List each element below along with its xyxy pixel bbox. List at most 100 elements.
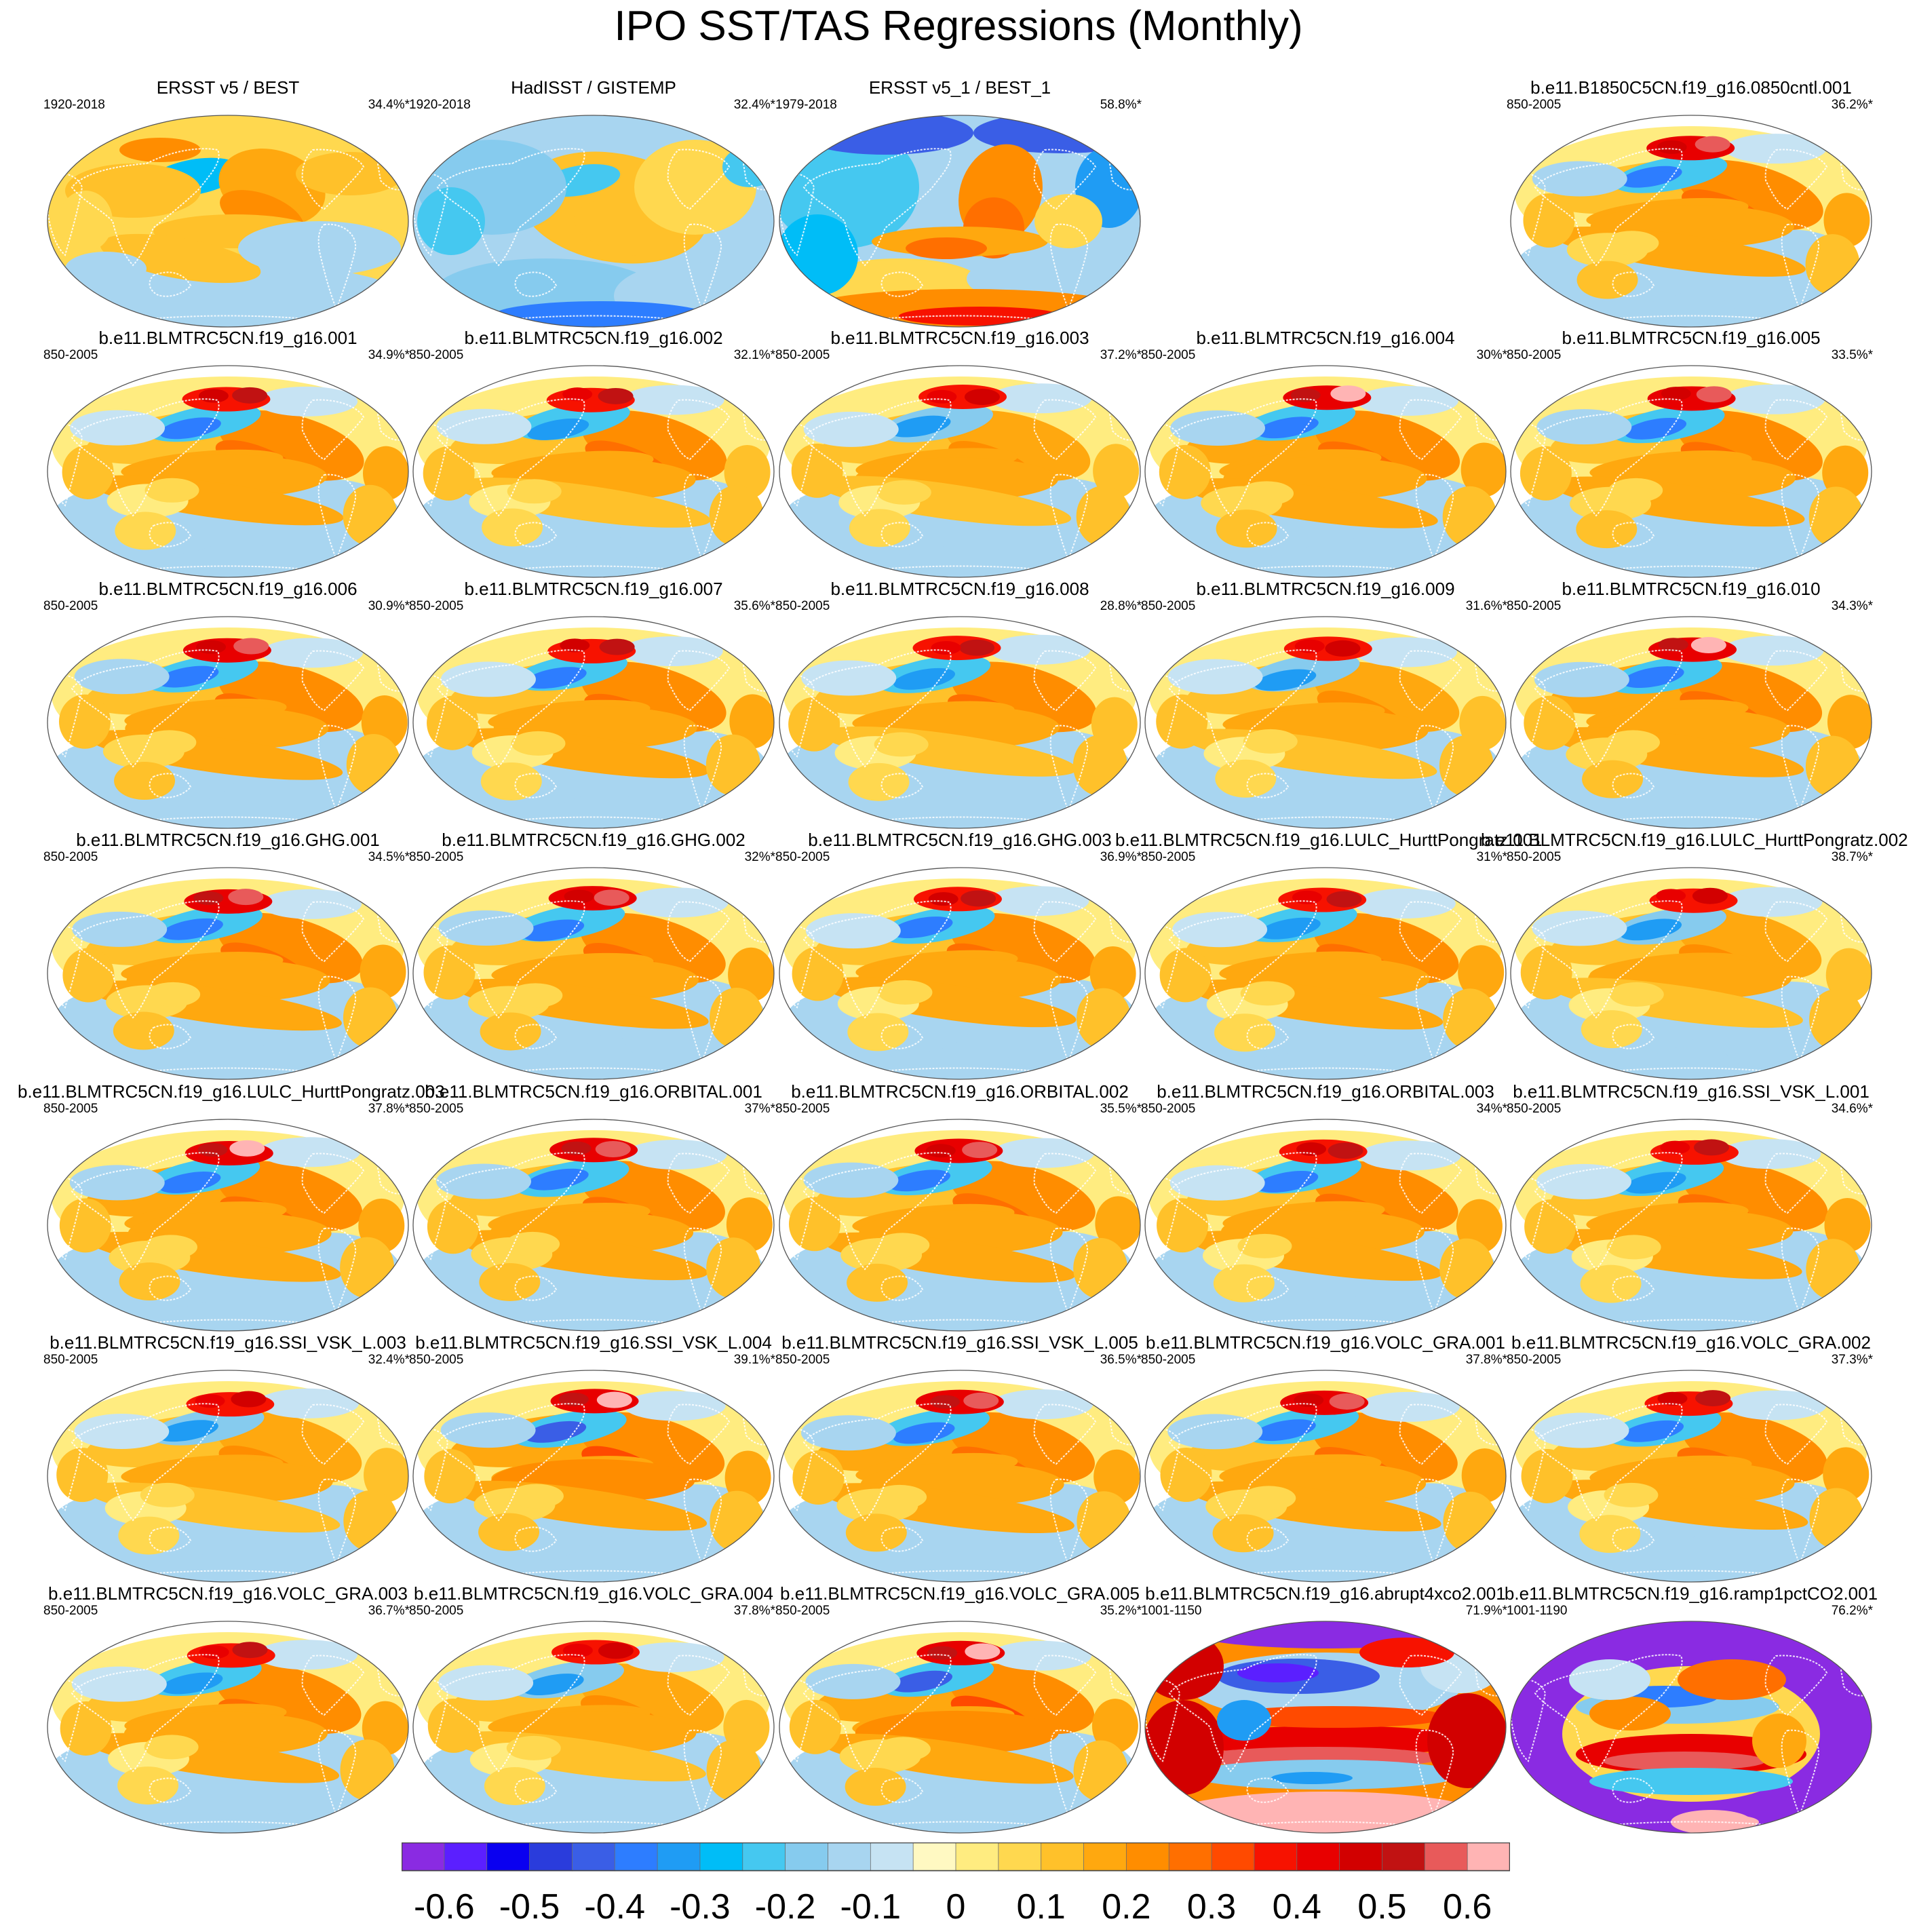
coastline xyxy=(1764,1655,1828,1716)
map-svg xyxy=(47,1621,409,1834)
contour-blob xyxy=(1256,1170,1319,1193)
coastline xyxy=(413,1427,449,1511)
panel-title: b.e11.BLMTRC5CN.f19_g16.GHG.001 xyxy=(76,830,380,850)
colorbar-tick-label: 0.4 xyxy=(1273,1887,1321,1927)
map-svg xyxy=(412,1119,775,1332)
panel-period: 850-2005 xyxy=(409,348,464,362)
contour-blob xyxy=(1624,1172,1686,1194)
contour-blob xyxy=(1690,637,1726,654)
map-border xyxy=(47,365,409,578)
contour-blob xyxy=(1678,1659,1786,1700)
contour-blob xyxy=(1724,1390,1827,1421)
coastline xyxy=(1612,1024,1655,1049)
map-border xyxy=(779,115,1141,328)
map-svg xyxy=(47,365,409,578)
contour-blob xyxy=(789,1699,841,1754)
contour-blob xyxy=(561,1141,592,1155)
coastline xyxy=(47,1176,83,1260)
contour-blob xyxy=(142,730,197,755)
panel-title: b.e11.BLMTRC5CN.f19_g16.ORBITAL.003 xyxy=(1157,1081,1494,1102)
contour-blob xyxy=(1724,134,1827,164)
contour-blob xyxy=(594,889,630,906)
coastline xyxy=(802,398,952,517)
coastline xyxy=(1511,1176,1547,1260)
contour-blob xyxy=(69,1165,165,1201)
panel-title: b.e11.BLMTRC5CN.f19_g16.SSI_VSK_L.004 xyxy=(415,1332,772,1353)
coastline xyxy=(1764,149,1828,210)
contour-blob xyxy=(792,946,844,1001)
coastline xyxy=(1246,1275,1290,1301)
panel-title: b.e11.BLMTRC5CN.f19_g16.VOLC_GRA.001 xyxy=(1146,1332,1505,1353)
contour-blob xyxy=(1589,1697,1671,1731)
contour-blob xyxy=(927,389,957,404)
panel-period: 1001-1190 xyxy=(1507,1604,1568,1618)
contour-blob xyxy=(1329,1393,1365,1410)
coastline xyxy=(1612,773,1655,798)
contour-blob xyxy=(1237,1233,1292,1258)
contour-blob xyxy=(621,636,723,667)
contour-blob xyxy=(1145,1700,1224,1795)
coastline xyxy=(353,125,395,144)
contour-blob xyxy=(987,886,1089,916)
map-border xyxy=(47,1370,409,1583)
contour-blob xyxy=(1093,444,1140,499)
coastline xyxy=(1534,900,1683,1019)
coastline xyxy=(149,773,192,798)
map-border xyxy=(779,616,1141,829)
coastline xyxy=(1145,1678,1181,1762)
contour-blob xyxy=(1580,1264,1642,1303)
map-svg xyxy=(412,867,775,1080)
contour-blob xyxy=(1720,887,1823,917)
contour-blob xyxy=(1805,234,1860,296)
contour-blob xyxy=(1608,478,1663,503)
panel-title: b.e11.BLMTRC5CN.f19_g16.010 xyxy=(1562,579,1821,599)
contour-blob xyxy=(1609,982,1664,1007)
contour-blob xyxy=(146,982,201,1007)
contour-blob xyxy=(1579,1515,1641,1553)
contour-blob xyxy=(527,419,589,440)
map-svg xyxy=(1144,1370,1507,1583)
panel-title: b.e11.BLMTRC5CN.f19_g16.GHG.002 xyxy=(442,830,746,850)
coastline xyxy=(1145,673,1181,758)
map-field xyxy=(413,1631,774,1833)
contour-blob xyxy=(1169,1165,1265,1201)
contour-blob xyxy=(1620,919,1682,941)
contour-blob xyxy=(792,1450,845,1505)
contour-blob xyxy=(1576,510,1638,549)
coastline xyxy=(1085,125,1127,144)
coastline xyxy=(779,172,815,256)
contour-blob xyxy=(1292,890,1322,904)
coastline xyxy=(1450,1631,1493,1650)
contour-blob xyxy=(1072,735,1127,796)
coastline xyxy=(413,1176,449,1260)
contour-blob xyxy=(480,1012,541,1051)
colorbar-cell xyxy=(1382,1842,1426,1872)
contour-blob xyxy=(845,1513,907,1552)
coastline xyxy=(1511,172,1547,256)
contour-blob xyxy=(56,1448,109,1503)
contour-blob xyxy=(990,383,1092,414)
map-panel: b.e11.BLMTRC5CN.f19_g16.LULC_HurttPongra… xyxy=(1115,830,1543,1082)
contour-blob xyxy=(1215,759,1277,798)
coastline xyxy=(1764,399,1828,461)
coastline xyxy=(71,148,220,267)
coastline xyxy=(1450,375,1493,395)
map-field xyxy=(413,375,774,577)
coastline xyxy=(301,1655,365,1716)
coastline xyxy=(779,924,815,1009)
contour-blob xyxy=(1167,659,1263,695)
map-field xyxy=(1145,877,1506,1079)
colorbar-tick-label: 0.1 xyxy=(1017,1887,1066,1927)
contour-blob xyxy=(119,138,201,162)
panel-title: b.e11.BLMTRC5CN.f19_g16.005 xyxy=(1562,328,1821,348)
map-panel: HadISST / GISTEMP 1920-2018 32.4%* xyxy=(409,77,777,330)
map-svg xyxy=(1510,1370,1872,1583)
colorbar-cell xyxy=(955,1842,999,1872)
contour-blob xyxy=(58,694,111,749)
map-field xyxy=(1145,1129,1506,1331)
coastline xyxy=(436,1654,585,1773)
contour-blob xyxy=(144,1735,199,1760)
coastline xyxy=(1534,1403,1683,1522)
contour-blob xyxy=(1532,910,1627,946)
contour-blob xyxy=(1520,945,1572,1000)
